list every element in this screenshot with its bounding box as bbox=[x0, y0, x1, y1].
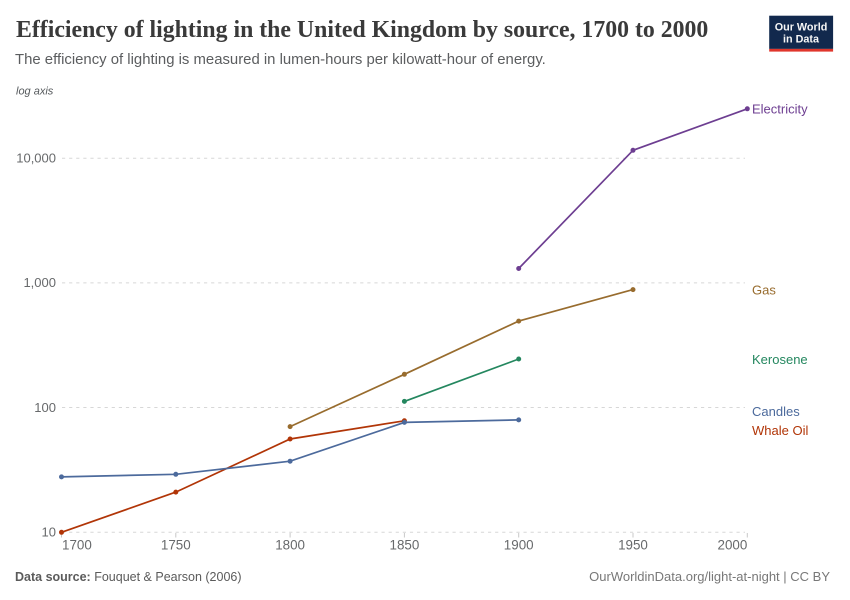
svg-text:1800: 1800 bbox=[275, 538, 305, 553]
svg-text:Efficiency of lighting in the: Efficiency of lighting in the United Kin… bbox=[16, 17, 708, 43]
svg-text:The efficiency of lighting is: The efficiency of lighting is measured i… bbox=[15, 52, 546, 68]
svg-text:Whale Oil: Whale Oil bbox=[752, 423, 808, 438]
svg-text:in Data: in Data bbox=[783, 34, 820, 46]
svg-text:10,000: 10,000 bbox=[16, 151, 56, 166]
svg-text:Data source: Fouquet & Pearson: Data source: Fouquet & Pearson (2006) bbox=[15, 570, 242, 584]
svg-text:1750: 1750 bbox=[161, 538, 191, 553]
svg-text:1850: 1850 bbox=[390, 538, 420, 553]
svg-text:Electricity: Electricity bbox=[752, 102, 808, 117]
svg-text:log axis: log axis bbox=[16, 86, 54, 98]
svg-text:1700: 1700 bbox=[62, 538, 92, 553]
svg-text:10: 10 bbox=[42, 525, 56, 540]
svg-text:Kerosene: Kerosene bbox=[752, 352, 808, 367]
svg-text:1,000: 1,000 bbox=[23, 275, 56, 290]
svg-text:Gas: Gas bbox=[752, 283, 776, 298]
svg-text:1950: 1950 bbox=[618, 538, 648, 553]
svg-text:Candles: Candles bbox=[752, 404, 800, 419]
svg-text:OurWorldinData.org/light-at-ni: OurWorldinData.org/light-at-night | CC B… bbox=[589, 569, 830, 584]
svg-text:Our World: Our World bbox=[775, 21, 828, 33]
svg-text:1900: 1900 bbox=[504, 538, 534, 553]
svg-text:100: 100 bbox=[34, 400, 56, 415]
svg-text:2000: 2000 bbox=[718, 538, 748, 553]
